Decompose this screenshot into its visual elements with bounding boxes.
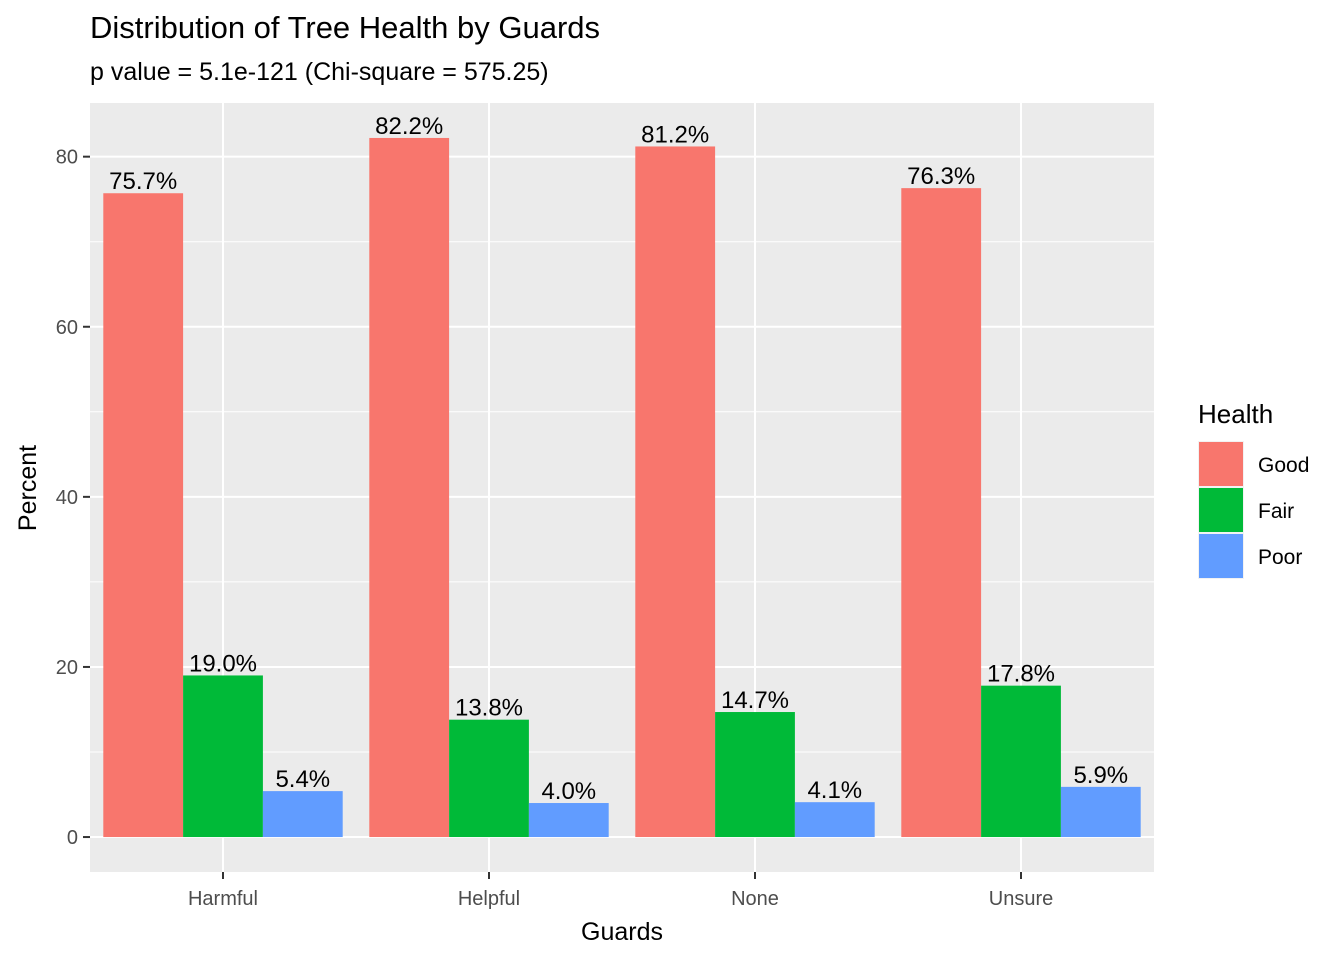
legend-label-good: Good xyxy=(1258,454,1309,477)
y-axis: 0 20 40 60 80 xyxy=(56,147,90,849)
bar-poor xyxy=(794,802,875,838)
x-tick-label: Helpful xyxy=(458,888,520,910)
x-axis-title: Guards xyxy=(581,918,663,946)
data-label: 4.0% xyxy=(541,778,596,805)
y-tick-label: 60 xyxy=(56,317,78,339)
bar-good xyxy=(103,193,184,838)
data-label: 75.7% xyxy=(109,168,177,195)
bar-poor xyxy=(262,791,343,838)
bar-fair xyxy=(449,719,529,838)
data-label: 17.8% xyxy=(987,661,1055,688)
data-label: 81.2% xyxy=(641,121,709,148)
data-label: 5.4% xyxy=(275,766,330,793)
bar-fair xyxy=(183,675,263,838)
bar-poor xyxy=(528,803,609,838)
chart-subtitle: p value = 5.1e-121 (Chi-square = 575.25) xyxy=(90,58,549,86)
data-label: 5.9% xyxy=(1073,762,1128,789)
x-tick-label: Unsure xyxy=(989,888,1053,910)
bar-fair xyxy=(981,685,1061,838)
x-axis: Harmful Helpful None Unsure xyxy=(188,872,1053,910)
bar-good xyxy=(369,137,450,838)
legend-swatch-poor xyxy=(1199,534,1243,578)
legend: Health Good Fair Poor xyxy=(1198,399,1309,579)
legend-label-poor: Poor xyxy=(1258,546,1302,569)
data-label: 76.3% xyxy=(907,163,975,190)
legend-label-fair: Fair xyxy=(1258,500,1294,523)
bars xyxy=(103,137,1141,838)
x-tick-label: None xyxy=(731,888,779,910)
data-labels: 75.7% 19.0% 5.4% 82.2% 13.8% 4.0% 81.2% 14.7% 4.… xyxy=(109,113,1128,805)
data-label: 14.7% xyxy=(721,687,789,714)
y-tick-label: 0 xyxy=(67,827,78,849)
y-axis-title: Percent xyxy=(14,445,42,531)
data-label: 4.1% xyxy=(807,777,862,804)
bar-fair xyxy=(715,712,795,838)
legend-swatch-good xyxy=(1199,442,1243,486)
bar-good xyxy=(635,146,716,838)
data-label: 19.0% xyxy=(189,650,257,677)
legend-swatch-fair xyxy=(1199,488,1243,532)
y-tick-label: 40 xyxy=(56,487,78,509)
legend-title: Health xyxy=(1198,399,1273,429)
x-tick-label: Harmful xyxy=(188,888,258,910)
data-label: 13.8% xyxy=(455,695,523,722)
y-tick-label: 80 xyxy=(56,147,78,169)
bar-poor xyxy=(1060,786,1141,838)
bar-good xyxy=(901,188,982,838)
y-tick-label: 20 xyxy=(56,657,78,679)
chart-title: Distribution of Tree Health by Guards xyxy=(90,10,601,45)
data-label: 82.2% xyxy=(375,113,443,140)
